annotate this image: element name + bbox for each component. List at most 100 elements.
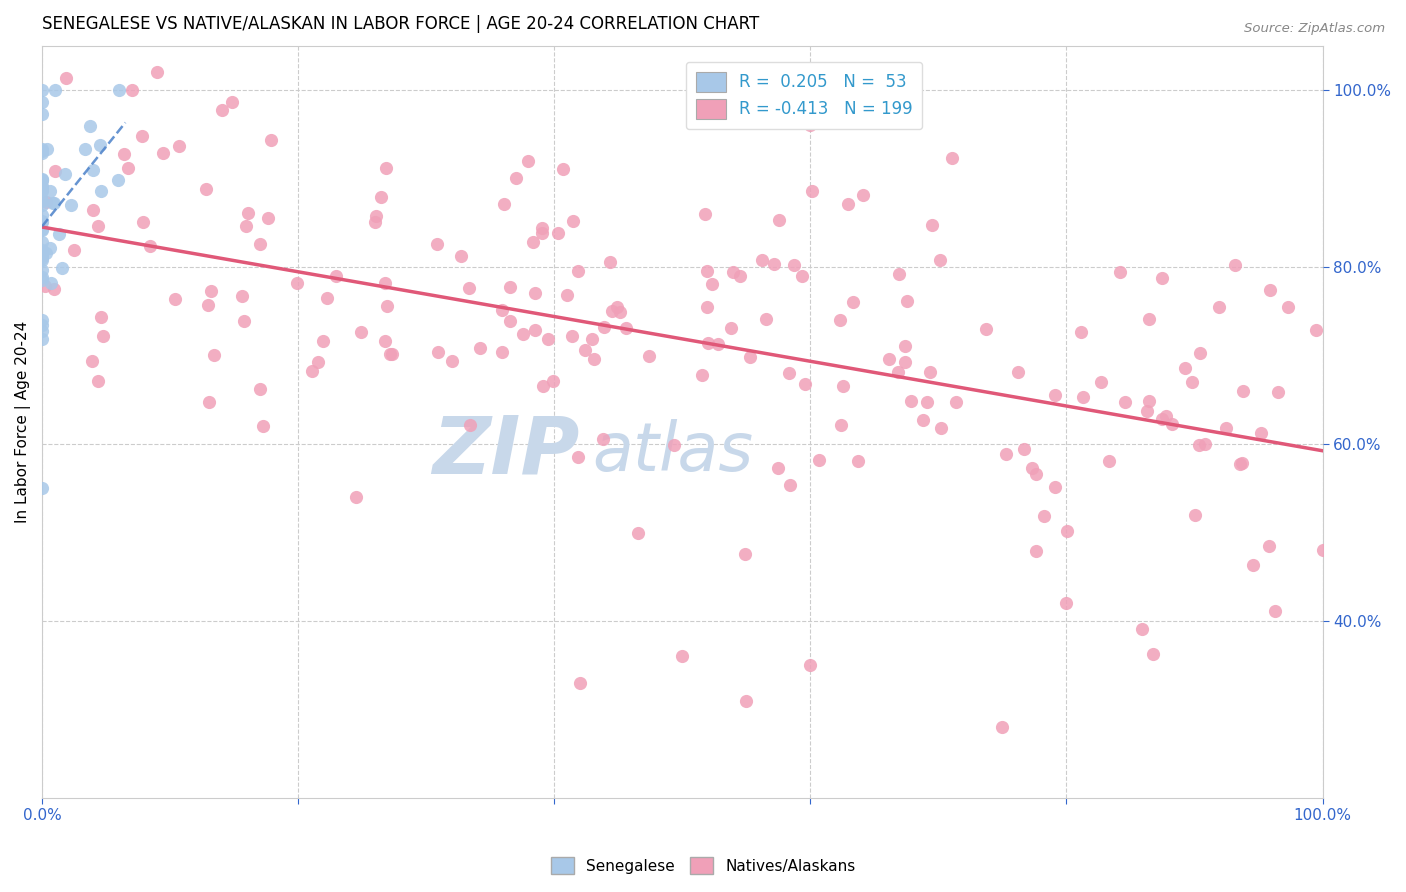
Point (793, 376, 815, 391)
Point (562, 214, 585, 228)
Point (31, 247, 53, 261)
Point (37, 142, 59, 156)
Point (755, 311, 778, 326)
Point (131, 128, 153, 143)
Point (929, 252, 952, 267)
Point (311, 334, 333, 349)
Point (893, 338, 915, 352)
Point (734, 547, 756, 561)
Point (894, 354, 917, 368)
Point (912, 412, 935, 426)
Point (249, 382, 271, 396)
Point (522, 235, 544, 249)
Point (163, 292, 186, 306)
Point (606, 300, 628, 314)
Point (1130, 622, 1153, 636)
Point (1258, 283, 1281, 297)
Point (567, 450, 589, 465)
Point (1312, 543, 1334, 558)
Point (1194, 437, 1216, 451)
Point (87, 374, 110, 388)
Point (1012, 442, 1035, 456)
Point (994, 447, 1017, 461)
Point (31, 184, 53, 198)
Point (837, 197, 859, 211)
Point (31, 263, 53, 277)
Point (498, 280, 520, 294)
Point (82, 163, 104, 178)
Point (39, 184, 62, 198)
Point (344, 490, 367, 504)
Point (381, 347, 404, 361)
Point (31, 144, 53, 158)
Point (915, 395, 938, 409)
Point (256, 211, 278, 226)
Point (524, 285, 547, 300)
Point (1258, 539, 1281, 553)
Text: Source: ZipAtlas.com: Source: ZipAtlas.com (1244, 22, 1385, 36)
Point (90, 184, 112, 198)
Point (637, 349, 659, 363)
Point (728, 268, 751, 283)
Point (561, 329, 583, 343)
Point (31, 223, 53, 237)
Point (1267, 384, 1289, 399)
Point (31, 273, 53, 287)
Point (751, 253, 773, 268)
Point (783, 258, 806, 272)
Point (35, 194, 58, 209)
Point (458, 281, 481, 295)
Point (377, 299, 399, 313)
Point (1098, 454, 1121, 468)
Point (1033, 508, 1056, 523)
Point (152, 145, 174, 160)
Point (517, 153, 540, 168)
Point (31, 142, 53, 156)
Point (167, 138, 190, 153)
Point (696, 263, 718, 277)
Point (945, 395, 967, 409)
Point (1070, 325, 1092, 339)
Point (51, 260, 73, 275)
Point (721, 265, 744, 279)
Point (799, 658, 821, 673)
Point (808, 453, 831, 467)
Point (1150, 412, 1173, 426)
Point (31, 173, 53, 187)
Point (31, 146, 53, 161)
Point (974, 322, 997, 336)
Point (900, 393, 922, 408)
Point (707, 336, 730, 351)
Point (31, 193, 53, 207)
Point (1137, 394, 1160, 409)
Point (31, 235, 53, 249)
Point (581, 333, 603, 347)
Point (568, 676, 591, 690)
Point (31, 172, 53, 186)
Point (1114, 395, 1136, 409)
Point (211, 103, 233, 118)
Point (842, 294, 865, 309)
Point (31, 222, 53, 236)
Point (762, 257, 785, 271)
Point (941, 152, 963, 166)
Point (31, 208, 53, 222)
Point (693, 207, 716, 221)
Point (31, 95, 53, 109)
Point (1277, 301, 1299, 315)
Point (537, 332, 560, 346)
Point (600, 303, 623, 318)
Point (1184, 508, 1206, 522)
Point (614, 321, 637, 335)
Point (1264, 604, 1286, 618)
Point (44, 196, 66, 211)
Text: atlas: atlas (593, 419, 754, 485)
Point (574, 343, 596, 357)
Point (1208, 300, 1230, 314)
Point (236, 206, 259, 220)
Point (307, 355, 329, 369)
Point (80, 354, 103, 368)
Point (31, 194, 53, 208)
Legend: R =  0.205   N =  53, R = -0.413   N = 199: R = 0.205 N = 53, R = -0.413 N = 199 (686, 62, 922, 128)
Text: ZIP: ZIP (433, 413, 579, 491)
